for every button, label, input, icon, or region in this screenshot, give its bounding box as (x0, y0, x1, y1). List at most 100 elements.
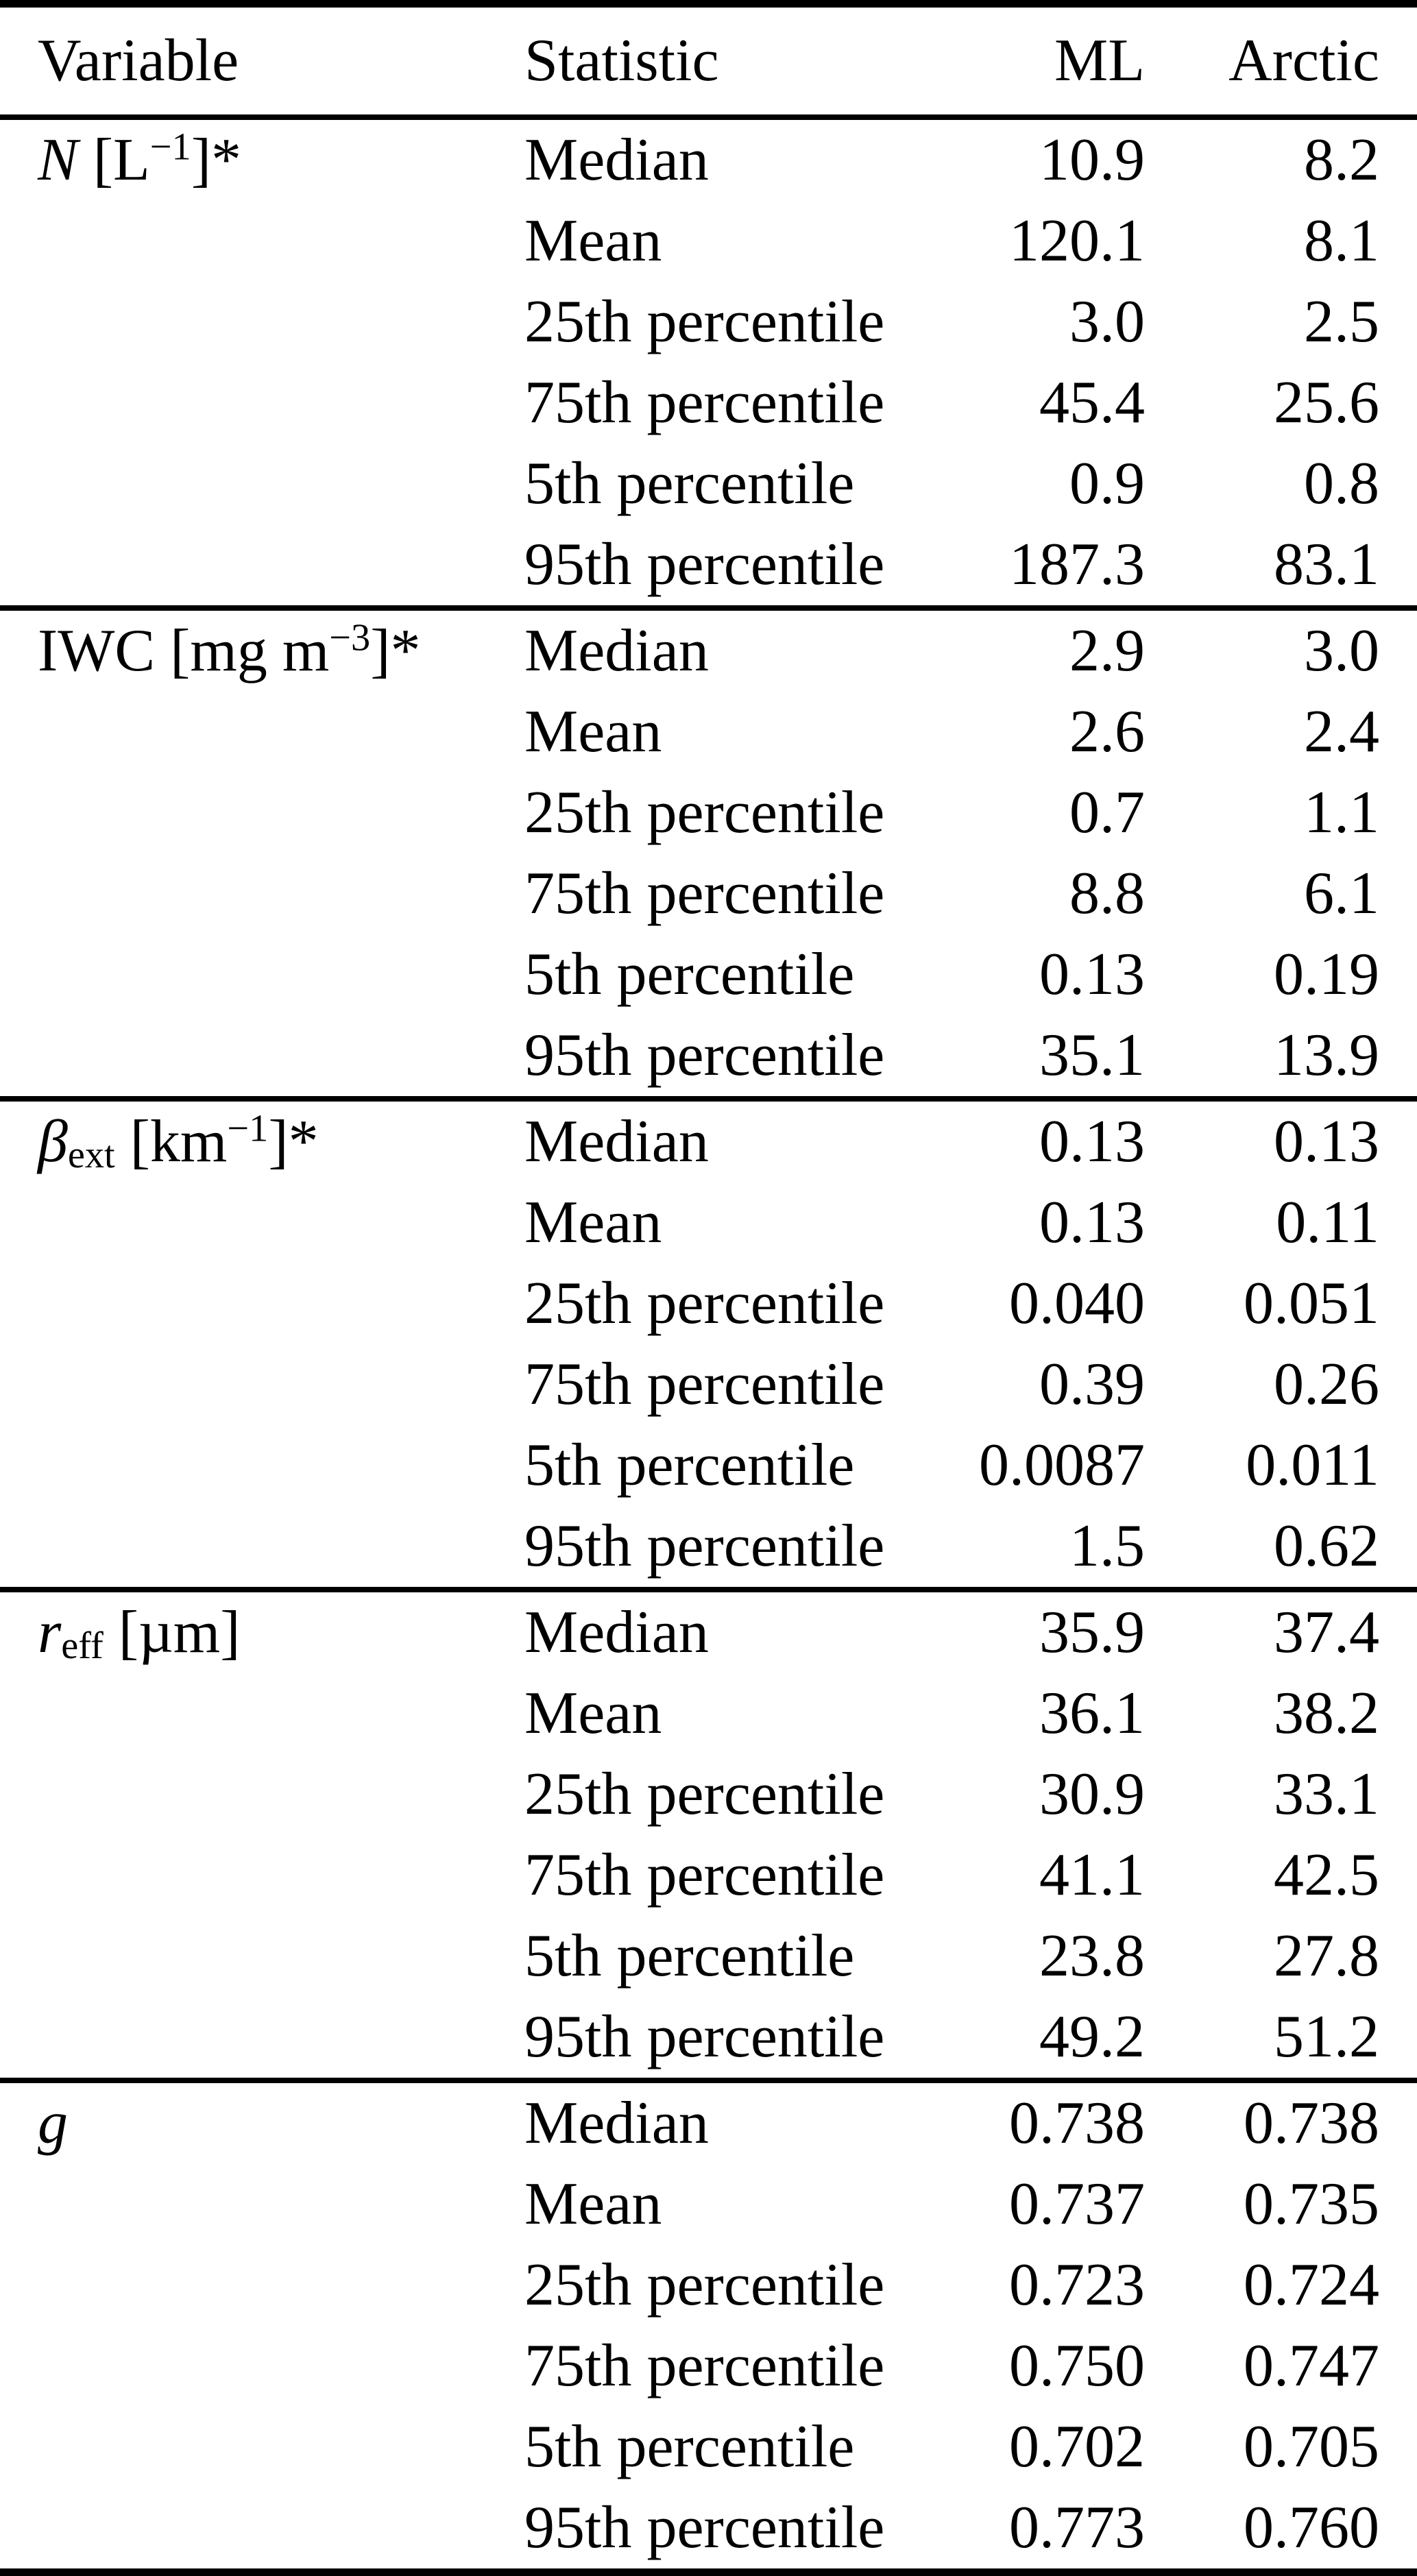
ml-value: 30.9 (1039, 1761, 1145, 1827)
arctic-value: 33.1 (1274, 1761, 1379, 1827)
arctic-value: 2.5 (1304, 289, 1379, 355)
unit-open: [µm] (103, 1599, 241, 1666)
table-row: Mean 0.13 0.11 (0, 1182, 1417, 1263)
ml-value: 0.9 (1069, 450, 1145, 517)
unit-open: [mg m (155, 618, 330, 684)
header-arctic: Arctic (1228, 27, 1379, 94)
statistic-label: 25th percentile (524, 779, 885, 846)
ml-value: 120.1 (1009, 208, 1145, 274)
statistic-label: 95th percentile (524, 1513, 885, 1579)
table-row: 95th percentile 187.3 83.1 (0, 524, 1417, 608)
table-row: N [L−1]* Median 10.9 8.2 (0, 117, 1417, 201)
group-IWC: IWC [mg m−3]* Median 2.9 3.0 Mean 2.6 2.… (0, 608, 1417, 1099)
table-row: 75th percentile 0.750 0.747 (0, 2326, 1417, 2407)
variable-subscript: ext (67, 1134, 115, 1176)
variable-label: g (0, 2080, 524, 2164)
statistic-label: Median (524, 1108, 709, 1175)
table-row: 95th percentile 1.5 0.62 (0, 1506, 1417, 1590)
statistic-label: 95th percentile (524, 531, 885, 598)
table-row: 95th percentile 49.2 51.2 (0, 1997, 1417, 2080)
ml-value: 35.1 (1039, 1022, 1145, 1089)
unit-exponent: −3 (329, 616, 371, 659)
variable-label-spacer (0, 443, 524, 524)
statistic-label: 95th percentile (524, 1022, 885, 1089)
arctic-value: 51.2 (1274, 2004, 1379, 2070)
statistic-label: 25th percentile (524, 2252, 885, 2318)
arctic-value: 37.4 (1274, 1599, 1379, 1666)
statistic-label: Mean (524, 1189, 662, 1256)
arctic-value: 3.0 (1304, 618, 1379, 684)
variable-label-spacer (0, 2245, 524, 2326)
group-N: N [L−1]* Median 10.9 8.2 Mean 120.1 8.1 … (0, 117, 1417, 608)
variable-label-spacer (0, 2164, 524, 2245)
unit-close: ]* (268, 1108, 319, 1175)
variable-label-spacer (0, 692, 524, 773)
arctic-value: 0.011 (1246, 1432, 1379, 1498)
ml-value: 0.13 (1039, 1108, 1145, 1175)
variable-label: IWC [mg m−3]* (0, 608, 524, 692)
variable-label-spacer (0, 1754, 524, 1835)
table-row: 75th percentile 45.4 25.6 (0, 363, 1417, 443)
statistic-label: 25th percentile (524, 289, 885, 355)
statistic-label: 75th percentile (524, 1351, 885, 1418)
variable-label-spacer (0, 934, 524, 1015)
statistic-label: 5th percentile (524, 450, 855, 517)
unit-open: [km (114, 1108, 228, 1175)
variable-label-spacer (0, 524, 524, 608)
table-row: 5th percentile 23.8 27.8 (0, 1916, 1417, 1997)
variable-label-spacer (0, 282, 524, 363)
arctic-value: 2.4 (1304, 698, 1379, 765)
statistic-label: Mean (524, 2171, 662, 2237)
ml-value: 3.0 (1069, 289, 1145, 355)
table-row: 25th percentile 0.7 1.1 (0, 773, 1417, 853)
unit-open: [L (77, 127, 150, 193)
ml-value: 0.773 (1009, 2494, 1145, 2561)
table-row: 75th percentile 0.39 0.26 (0, 1344, 1417, 1425)
statistic-label: Mean (524, 1680, 662, 1747)
statistic-label: Median (524, 2090, 709, 2156)
ml-value: 10.9 (1039, 127, 1145, 193)
variable-symbol: g (38, 2090, 68, 2156)
header-variable: Variable (38, 27, 239, 94)
table-row: 75th percentile 41.1 42.5 (0, 1835, 1417, 1916)
arctic-value: 0.8 (1304, 450, 1379, 517)
arctic-value: 42.5 (1274, 1842, 1379, 1908)
statistic-label: 5th percentile (524, 1923, 855, 1989)
table-row: 75th percentile 8.8 6.1 (0, 853, 1417, 934)
variable-label-spacer (0, 853, 524, 934)
variable-label-spacer (0, 1015, 524, 1099)
table-row: 5th percentile 0.702 0.705 (0, 2407, 1417, 2488)
variable-symbol: r (38, 1599, 62, 1666)
table-row: IWC [mg m−3]* Median 2.9 3.0 (0, 608, 1417, 692)
variable-label-spacer (0, 2326, 524, 2407)
arctic-value: 8.2 (1304, 127, 1379, 193)
variable-label-spacer (0, 1425, 524, 1506)
arctic-value: 0.13 (1274, 1108, 1379, 1175)
statistic-label: 5th percentile (524, 2414, 855, 2480)
ml-value: 8.8 (1069, 860, 1145, 927)
arctic-value: 1.1 (1304, 779, 1379, 846)
ml-value: 0.13 (1039, 941, 1145, 1008)
variable-label-spacer (0, 1506, 524, 1590)
variable-subscript: eff (61, 1625, 104, 1667)
table-row: g Median 0.738 0.738 (0, 2080, 1417, 2164)
arctic-value: 0.26 (1274, 1351, 1379, 1418)
table-row: 5th percentile 0.9 0.8 (0, 443, 1417, 524)
unit-close: ]* (370, 618, 421, 684)
statistic-label: Median (524, 127, 709, 193)
header-statistic: Statistic (524, 27, 719, 94)
statistic-label: Mean (524, 698, 662, 765)
ml-value: 0.0087 (979, 1432, 1145, 1498)
ml-value: 0.39 (1039, 1351, 1145, 1418)
variable-label-spacer (0, 1835, 524, 1916)
ml-value: 36.1 (1039, 1680, 1145, 1747)
table-row: 95th percentile 35.1 13.9 (0, 1015, 1417, 1099)
group-g: g Median 0.738 0.738 Mean 0.737 0.735 25… (0, 2080, 1417, 2573)
variable-label-spacer (0, 1997, 524, 2080)
ml-value: 187.3 (1009, 531, 1145, 598)
ml-value: 2.9 (1069, 618, 1145, 684)
ml-value: 0.040 (1009, 1270, 1145, 1337)
statistic-label: 75th percentile (524, 1842, 885, 1908)
arctic-value: 0.760 (1244, 2494, 1379, 2561)
